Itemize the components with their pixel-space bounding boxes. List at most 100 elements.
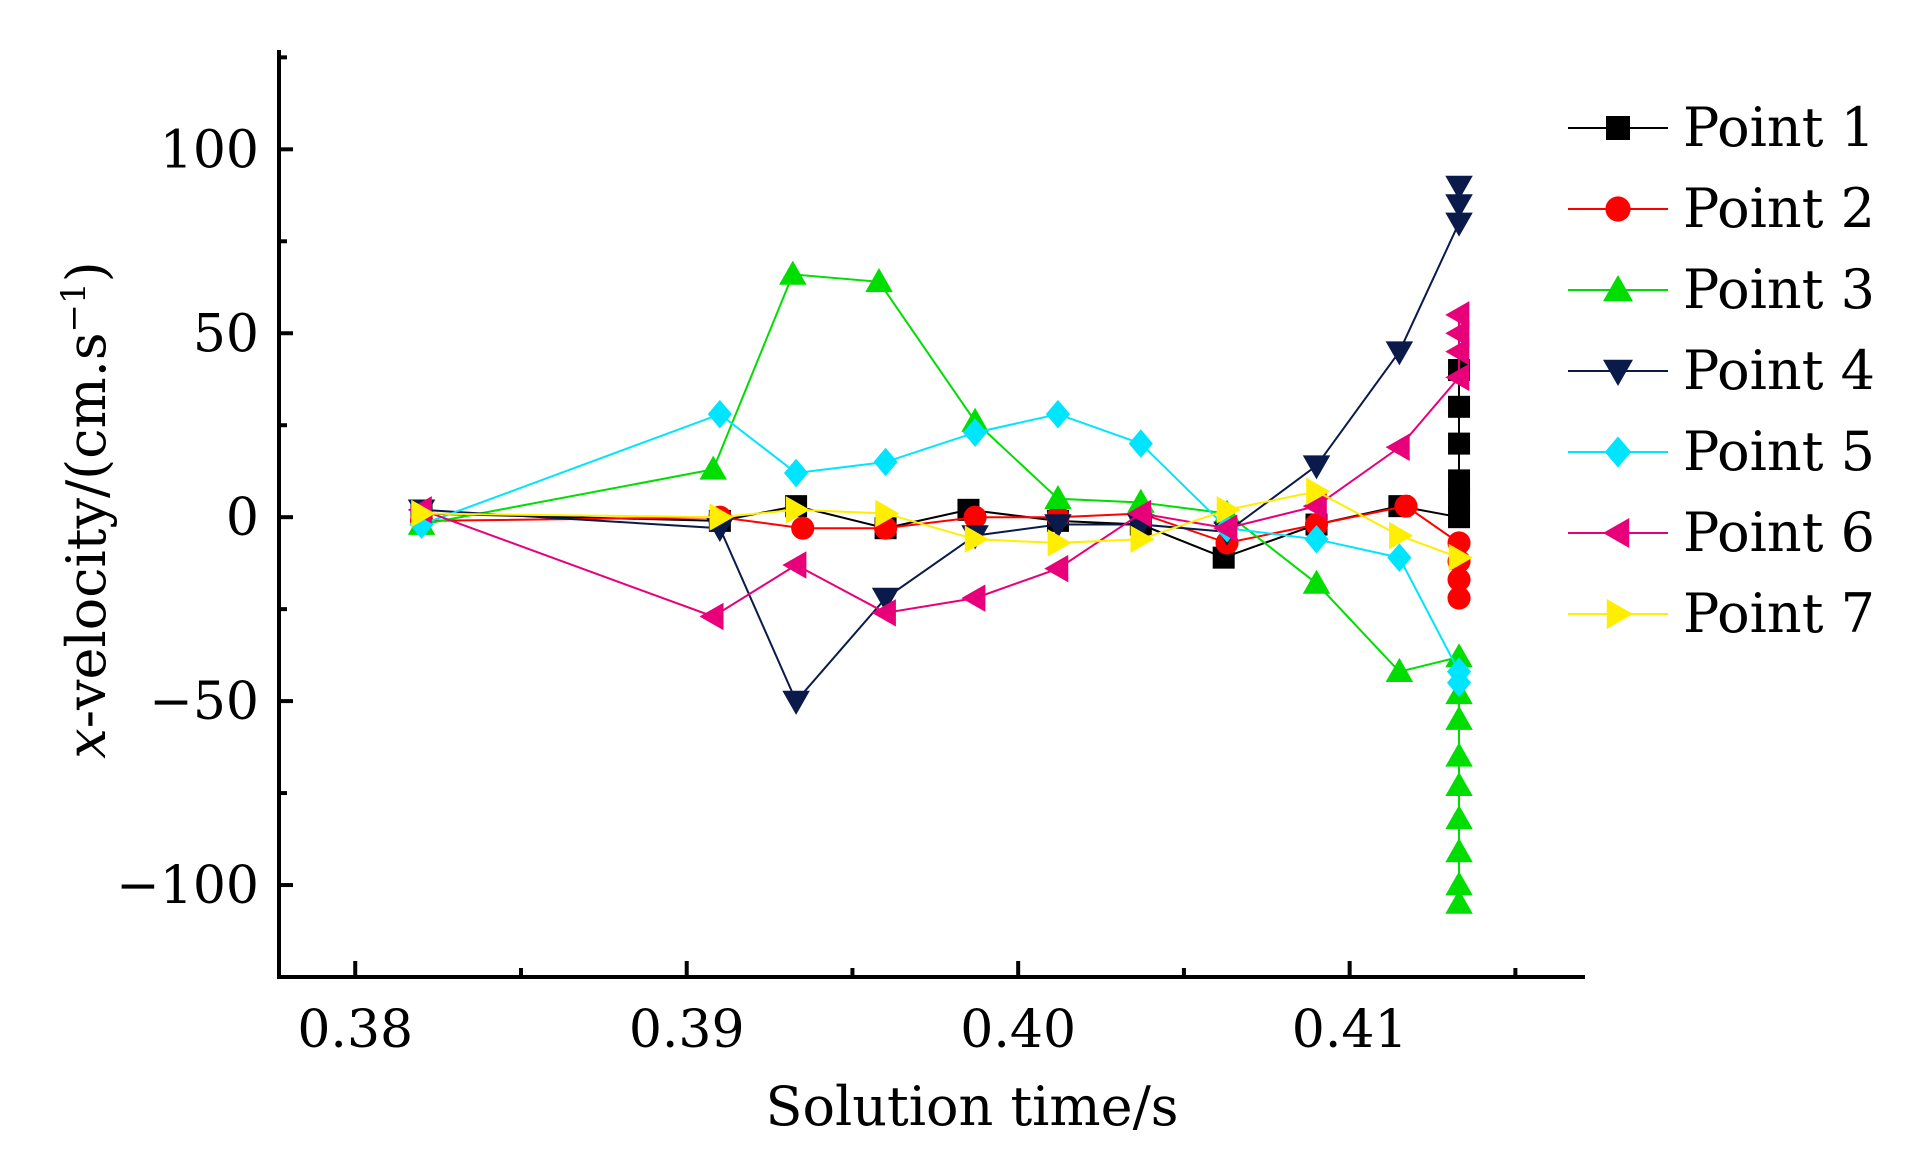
legend-label: Point 3 bbox=[1683, 258, 1875, 321]
data-point bbox=[1044, 485, 1072, 510]
plot-area: 100 50 0 −50 −100 0.38 0.39 0.40 0.41 bbox=[116, 50, 1585, 1060]
legend-label: Point 5 bbox=[1683, 420, 1875, 483]
x-tick-label: 0.38 bbox=[297, 1000, 413, 1060]
data-point bbox=[1445, 742, 1473, 767]
y-tick-label: −100 bbox=[116, 856, 259, 916]
series-4 bbox=[407, 175, 1473, 715]
data-point bbox=[1445, 363, 1470, 392]
data-point bbox=[1445, 319, 1470, 347]
data-point bbox=[1445, 889, 1473, 914]
data-point bbox=[1448, 543, 1473, 572]
data-point bbox=[1216, 496, 1241, 524]
data-point bbox=[1302, 455, 1331, 480]
legend-item: Point 2 bbox=[1568, 177, 1875, 240]
data-point bbox=[1447, 568, 1471, 592]
legend-marker bbox=[1606, 116, 1630, 140]
x-tick-label: 0.40 bbox=[960, 1000, 1076, 1060]
x-tick-label: 0.41 bbox=[1292, 1000, 1408, 1060]
data-point bbox=[1302, 569, 1331, 594]
legend-item: Point 1 bbox=[1568, 96, 1875, 159]
legend-item: Point 5 bbox=[1568, 420, 1875, 483]
series-7 bbox=[411, 477, 1473, 572]
data-point bbox=[1302, 492, 1327, 520]
x-tick-label: 0.39 bbox=[629, 1000, 745, 1060]
data-point bbox=[1445, 175, 1473, 200]
data-point bbox=[962, 418, 988, 447]
data-point bbox=[1447, 586, 1471, 610]
data-point bbox=[1394, 494, 1418, 518]
data-point bbox=[782, 690, 810, 715]
y-axis-title: x-velocity/(cm.s−1) bbox=[54, 261, 118, 758]
y-tick-label: 100 bbox=[160, 120, 259, 180]
x-axis-title: Solution time/s bbox=[765, 1075, 1178, 1138]
data-point bbox=[1445, 212, 1473, 237]
data-point bbox=[1448, 487, 1471, 510]
data-point bbox=[1385, 341, 1414, 366]
data-point bbox=[1445, 705, 1473, 730]
data-point bbox=[783, 458, 809, 488]
series-line bbox=[421, 273, 1460, 904]
legend-marker bbox=[1606, 599, 1633, 629]
legend-marker bbox=[1603, 518, 1630, 548]
x-axis-ticks: 0.38 0.39 0.40 0.41 bbox=[297, 961, 1518, 1060]
data-point bbox=[1448, 395, 1471, 418]
legend-marker bbox=[1604, 436, 1632, 468]
data-point bbox=[1445, 771, 1473, 797]
data-point bbox=[871, 587, 900, 612]
data-point bbox=[1445, 337, 1470, 366]
legend-label: Point 4 bbox=[1683, 339, 1875, 402]
legend-marker bbox=[1605, 196, 1631, 222]
data-point bbox=[699, 455, 727, 480]
legend-marker bbox=[1603, 359, 1633, 386]
data-point bbox=[782, 551, 807, 579]
legend-marker bbox=[1603, 275, 1633, 302]
data-point bbox=[1448, 432, 1471, 455]
series-line bbox=[421, 314, 1460, 618]
series-layer bbox=[407, 175, 1473, 914]
data-point bbox=[963, 505, 987, 529]
data-point bbox=[1128, 429, 1153, 458]
data-point bbox=[871, 599, 896, 627]
data-point bbox=[1127, 499, 1152, 528]
data-point bbox=[1306, 477, 1331, 506]
series-line bbox=[421, 413, 1460, 683]
legend-label: Point 1 bbox=[1683, 96, 1875, 159]
y-axis-title-superscript: −1 bbox=[54, 282, 94, 332]
data-point bbox=[1387, 543, 1412, 572]
legend-label: Point 2 bbox=[1683, 177, 1875, 240]
data-point bbox=[1213, 514, 1238, 542]
y-tick-label: −50 bbox=[149, 672, 259, 732]
data-point bbox=[411, 499, 436, 528]
data-point bbox=[1445, 301, 1470, 329]
data-point bbox=[1047, 529, 1072, 557]
data-point bbox=[1385, 433, 1410, 462]
data-point bbox=[964, 525, 989, 553]
legend-item: Point 3 bbox=[1568, 258, 1875, 321]
data-point bbox=[707, 399, 732, 429]
data-point bbox=[1044, 514, 1072, 539]
legend-item: Point 6 bbox=[1568, 501, 1875, 564]
data-point bbox=[873, 447, 898, 477]
y-tick-label: 0 bbox=[226, 488, 259, 548]
data-point bbox=[1448, 469, 1471, 492]
data-point bbox=[1385, 657, 1414, 682]
data-point bbox=[709, 503, 734, 531]
legend-label: Point 7 bbox=[1683, 582, 1875, 645]
data-point bbox=[785, 496, 810, 524]
data-point bbox=[1445, 643, 1473, 668]
legend: Point 1 Point 2 Point 3 Point 4 Point 5 Point… bbox=[1568, 96, 1875, 645]
data-point bbox=[875, 499, 900, 528]
data-point bbox=[1445, 838, 1473, 863]
data-point bbox=[1446, 668, 1472, 698]
y-axis-title-variable: x bbox=[55, 728, 118, 758]
data-point bbox=[1045, 399, 1071, 429]
data-point bbox=[1044, 554, 1069, 583]
data-point bbox=[1130, 525, 1155, 553]
y-axis-title-close: ) bbox=[55, 261, 118, 282]
data-point bbox=[1445, 871, 1473, 896]
data-point bbox=[1304, 512, 1329, 537]
series-3 bbox=[407, 260, 1473, 914]
data-point bbox=[791, 516, 815, 540]
legend-item: Point 4 bbox=[1568, 339, 1875, 402]
